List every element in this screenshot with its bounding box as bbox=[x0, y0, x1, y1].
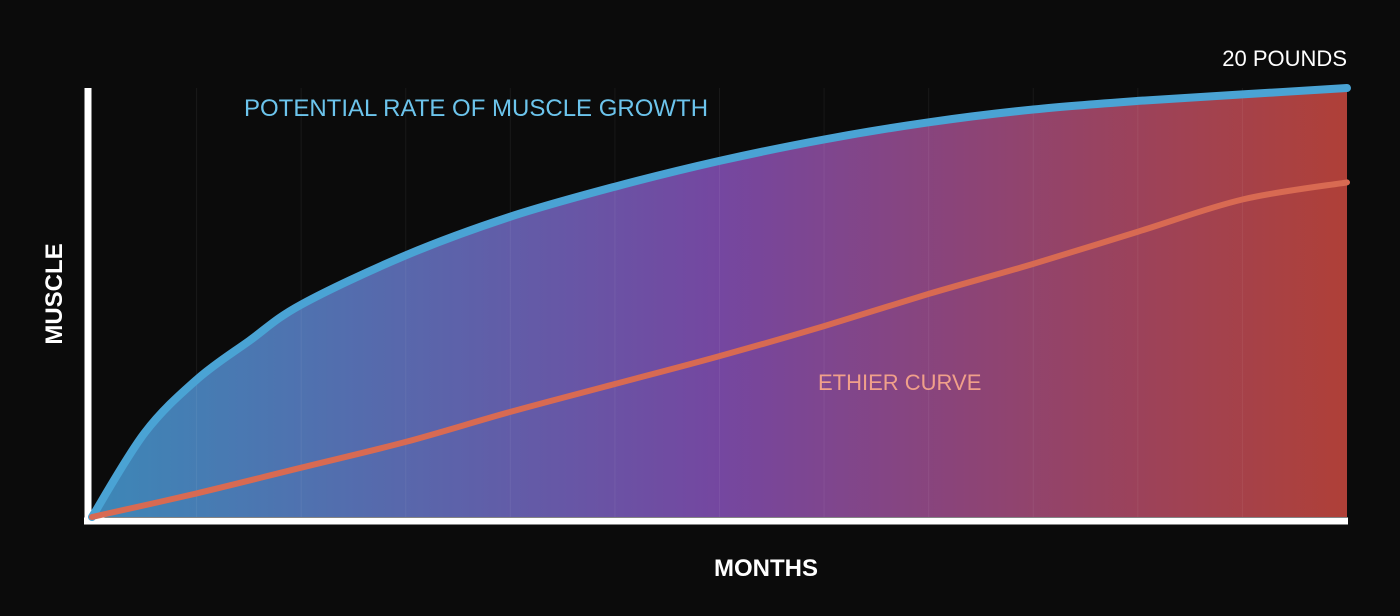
top-value-label: 20 POUNDS bbox=[1222, 46, 1347, 71]
series-line-potential-growth bbox=[88, 84, 1351, 521]
series-label-ethier-curve: ETHIER CURVE bbox=[818, 370, 981, 395]
series-line-ethier-curve bbox=[89, 179, 1350, 520]
y-axis-label: MUSCLE bbox=[41, 243, 68, 344]
area-under-potential-growth bbox=[92, 88, 1347, 517]
vertical-grid bbox=[196, 88, 1243, 517]
x-axis-label: MONTHS bbox=[714, 555, 818, 582]
series-label-potential-growth: POTENTIAL RATE OF MUSCLE GROWTH bbox=[244, 95, 708, 122]
